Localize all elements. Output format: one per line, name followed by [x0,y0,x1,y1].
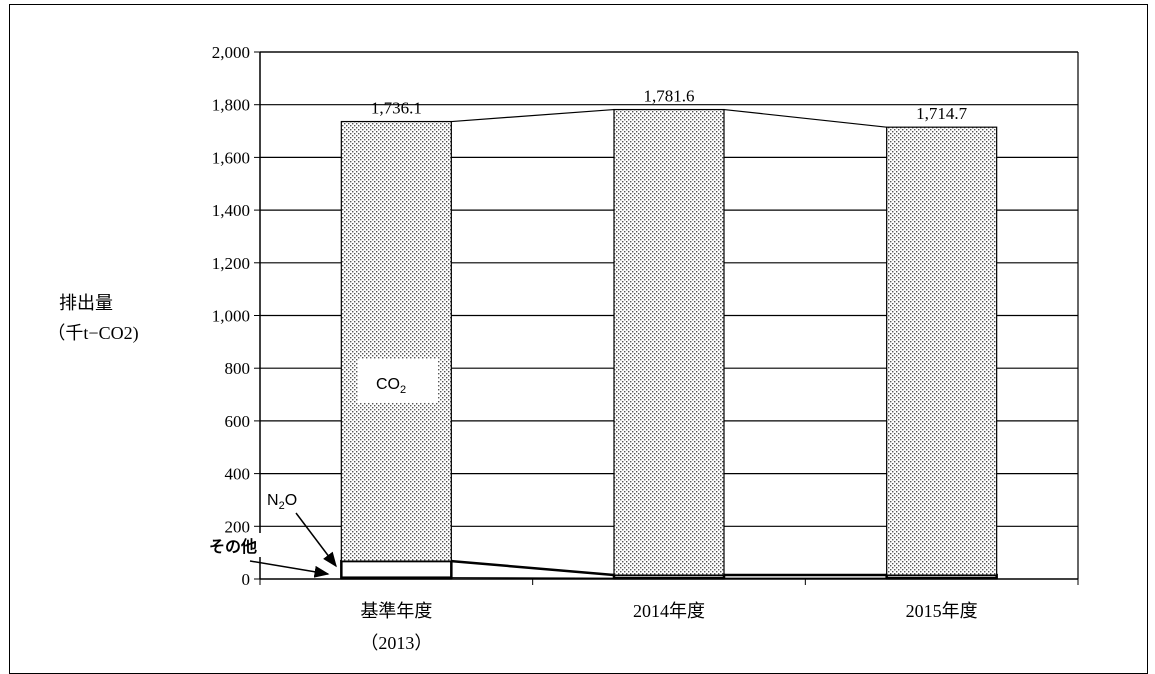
svg-text:N2O: N2O [267,492,297,512]
other-annotation-arrow [249,560,330,578]
n2o-annotation: N2O [264,483,337,568]
y-axis-title-line1: 排出量 [59,293,113,313]
category-sublabel: （2013） [360,633,432,653]
total-data-label: 1,714.7 [916,104,968,123]
bar-segment [340,559,453,579]
y-tick-label: 1,000 [212,307,250,326]
y-tick-label: 0 [242,570,251,589]
y-tick-label: 2,000 [212,43,250,62]
n2o-annotation-sub: 2 [279,500,285,512]
category-label: 2014年度 [633,601,705,621]
co2-annotation-sub: 2 [400,384,406,396]
y-axis-title-line2: （千t−CO2) [47,323,138,344]
labels: 0 200 400 600 800 1,000 1,200 1,400 1,600 1,800 2,… [212,43,978,653]
y-tick-label: 800 [225,359,251,378]
series-connector [451,108,615,123]
emissions-chart: 0 200 400 600 800 1,000 1,200 1,400 1,600 1,800 2,… [47,43,1079,653]
y-tick-label: 1,800 [212,96,250,115]
bars [340,108,998,580]
co2-annotation-main: CO [376,376,400,393]
bar-segment [613,108,725,576]
series-connector [451,577,615,579]
series-connector [451,559,615,577]
axes [254,51,1079,585]
series-connector [723,108,887,128]
other-annotation: その他 [206,533,330,578]
bar-segment [886,126,998,576]
y-tick-label: 200 [225,517,251,536]
total-data-label: 1,781.6 [644,87,695,106]
co2-annotation: CO2 [358,359,438,403]
n2o-annotation-arrow [295,512,337,568]
n2o-annotation-main: N [267,492,279,509]
other-annotation-label: その他 [209,537,257,556]
category-label: 2015年度 [906,601,978,621]
total-data-label: 1,736.1 [371,99,422,118]
n2o-annotation-tail: O [285,492,297,509]
y-tick-label: 1,200 [212,254,250,273]
svg-text:CO2: CO2 [376,376,406,396]
chart-frame: 0 200 400 600 800 1,000 1,200 1,400 1,600 1,800 2,… [9,4,1148,674]
bar-segment [340,120,452,562]
series-lines [451,108,887,579]
y-tick-label: 1,400 [212,201,250,220]
category-label: 基準年度 [360,601,432,621]
y-tick-label: 400 [225,465,251,484]
y-tick-label: 1,600 [212,148,250,167]
y-tick-label: 600 [225,412,251,431]
